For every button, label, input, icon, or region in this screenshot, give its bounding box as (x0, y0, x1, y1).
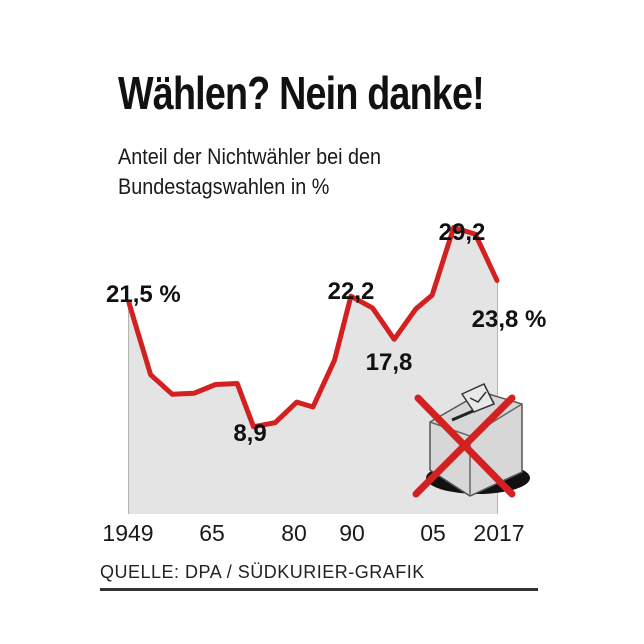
chart-subtitle: Anteil der Nichtwähler bei den Bundestag… (118, 144, 382, 199)
data-label-2017: 23,8 % (472, 306, 547, 333)
x-tick-label: 90 (339, 520, 365, 546)
source-note: QUELLE: DPA / SÜDKURIER-GRAFIK (100, 562, 425, 582)
x-tick-label: 2017 (473, 520, 524, 546)
x-tick-label: 1949 (102, 520, 153, 546)
data-label-1990: 22,2 (328, 278, 375, 305)
data-label-1998: 17,8 (366, 349, 413, 376)
data-label-1972: 8,9 (233, 420, 266, 447)
data-label-1949: 21,5 % (106, 281, 181, 308)
data-label-2009: 29,2 (439, 219, 486, 246)
x-tick-label: 80 (281, 520, 307, 546)
chart-title: Wählen? Nein danke! (118, 67, 485, 119)
nonvoter-line (126, 225, 500, 430)
nonvoter-area (129, 227, 497, 514)
x-tick-label: 65 (199, 520, 225, 546)
x-tick-label: 05 (420, 520, 446, 546)
ballot-box-crossed-icon (412, 383, 530, 498)
footer-rule (100, 588, 538, 591)
